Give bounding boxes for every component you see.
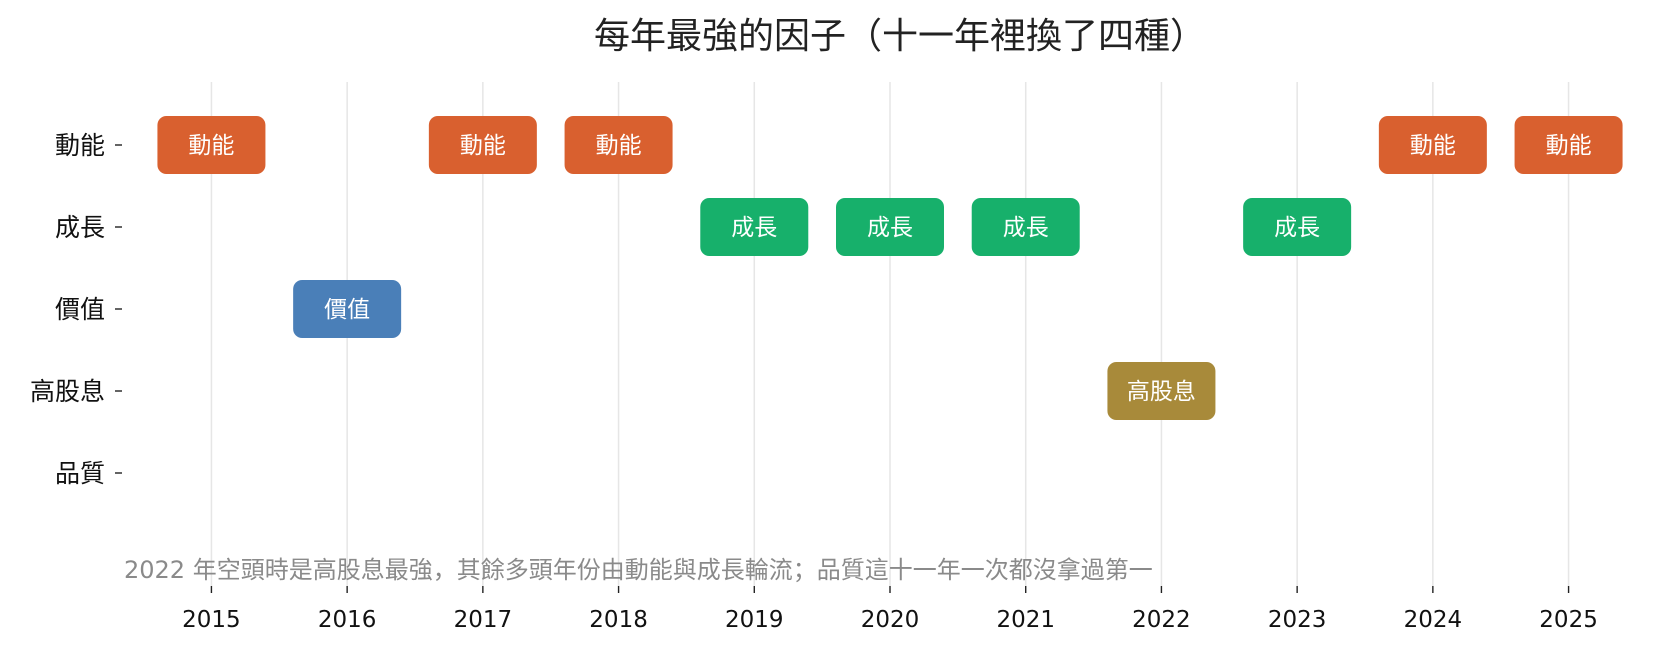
factor-badge: 動能 [428,116,537,174]
factor-badge-box [1107,362,1216,420]
factor-badge: 成長 [700,198,809,256]
factor-badge-label: 動能 [460,133,506,159]
y-tick-label: 成長 [55,213,105,242]
factor-badge-label: 價值 [324,297,370,323]
y-tick-label: 高股息 [30,377,105,406]
y-tick-label: 品質 [55,459,105,488]
factor-badge-box [293,280,402,338]
x-tick-label: 2022 [1132,607,1191,633]
factor-badge: 成長 [836,198,944,256]
factor-badge-label: 動能 [596,133,642,159]
factor-badge-box [700,198,809,256]
factor-badge: 動能 [1378,116,1487,174]
factor-badge: 價值 [293,280,402,338]
x-tick-label: 2019 [725,607,784,633]
factor-badge-label: 高股息 [1127,379,1196,405]
x-tick-label: 2020 [861,607,920,633]
x-tick-label: 2017 [454,607,513,633]
factor-badge-box [157,116,266,174]
x-tick-label: 2021 [996,607,1055,633]
factor-badge-box [1514,116,1623,174]
factor-badge: 動能 [1514,116,1623,174]
factor-badge-box [836,198,944,256]
factor-badge-label: 成長 [1274,215,1320,241]
factor-badge-label: 動能 [1410,133,1456,159]
factor-badge-label: 成長 [731,215,777,241]
factor-badge-box [1243,198,1352,256]
x-tick-label: 2016 [318,607,377,633]
x-tick-label: 2023 [1268,607,1327,633]
y-tick-label: 價值 [55,295,105,324]
factor-badge: 高股息 [1107,362,1216,420]
factor-badge-label: 成長 [1003,215,1049,241]
chart-title: 每年最強的因子（十一年裡換了四種） [594,16,1206,57]
x-tick-label: 2024 [1404,607,1463,633]
factor-badge-label: 成長 [867,215,913,241]
factor-badge-box [971,198,1080,256]
factor-badge-box [428,116,537,174]
factor-badge-box [564,116,673,174]
y-tick-label: 動能 [55,131,105,160]
factor-badge-label: 動能 [1546,133,1592,159]
x-tick-label: 2015 [182,607,241,633]
factor-badge: 動能 [157,116,266,174]
factor-badge-box [1378,116,1487,174]
x-tick-label: 2018 [589,607,648,633]
chart-annotation: 2022 年空頭時是高股息最強，其餘多頭年份由動能與成長輪流；品質這十一年一次都… [124,556,1153,584]
x-tick-label: 2025 [1539,607,1598,633]
factor-badge: 成長 [1243,198,1352,256]
factor-badge: 動能 [564,116,673,174]
factor-badge: 成長 [971,198,1080,256]
factor-badge-label: 動能 [188,133,234,159]
